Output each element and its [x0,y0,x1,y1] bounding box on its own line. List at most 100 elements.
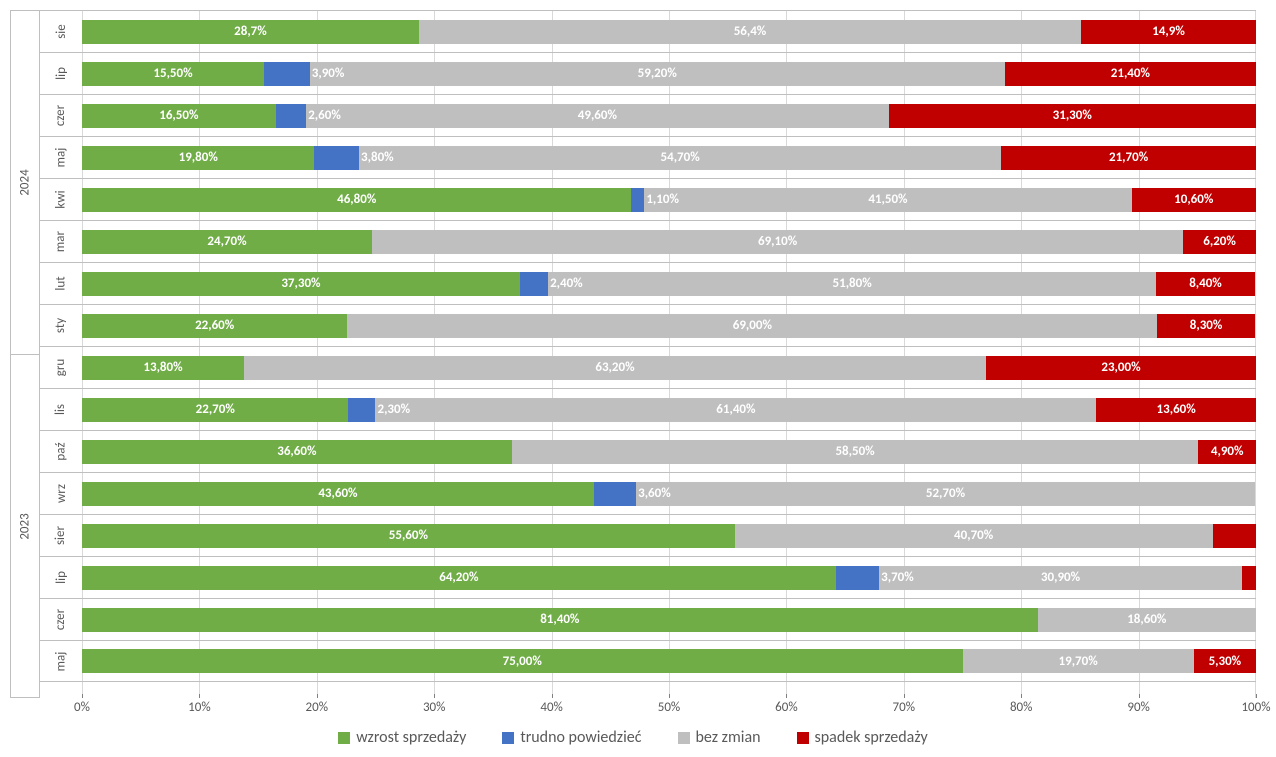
bar-segment-bez: 58,50% [512,440,1199,464]
segment-value-label: 6,20% [1203,234,1236,249]
segment-value-label: 3,60% [638,486,671,501]
bar-segment-wzrost: 24,70% [82,230,372,254]
bar: 22,60%69,00%8,30% [82,314,1256,338]
segment-value-label: 4,90% [1211,444,1244,459]
bar-segment-wzrost: 28,7% [82,20,419,44]
segment-value-label: 81,40% [540,612,579,627]
segment-value-label: 10,60% [1174,192,1213,207]
legend-swatch [678,732,690,744]
month-label-text: lut [53,276,68,290]
bar-row: 15,50%3,90%59,20%21,40% [82,52,1256,94]
x-tick-label: 80% [1010,700,1032,715]
segment-value-label: 46,80% [337,192,376,207]
bar-segment-bez: 69,00% [347,314,1157,338]
month-label-text: lis [54,404,69,415]
bar-segment-wzrost: 64,20% [82,566,836,590]
bar-row: 64,20%3,70%30,90%1,20% [82,556,1256,598]
segment-value-label: 1,20% [1258,570,1276,585]
segment-value-label: 24,70% [207,234,246,249]
month-label: maj [40,640,82,682]
bar: 81,40% 18,60% [82,608,1256,632]
year-axis: 2024 2023 [10,10,40,698]
month-label-text: paź [53,442,68,460]
month-label-text: gru [53,359,68,376]
segment-value-label: 16,50% [159,108,198,123]
segment-value-label: 69,10% [758,234,797,249]
tick-mark [1256,694,1257,698]
year-group-label: 2023 [10,354,40,698]
segment-value-label: 40,70% [954,528,993,543]
month-label: maj [40,136,82,178]
bar-segment-bez: 52,70% [636,482,1255,506]
month-label-text: kwi [54,190,69,208]
bar: 37,30% 2,40% 51,80% 8,40% [82,272,1256,296]
segment-value-label: 51,80% [833,276,872,291]
bar-segment-bez: 56,4% [419,20,1081,44]
segment-value-label: 3,70% [881,570,914,585]
bar-segment-wzrost: 37,30% [82,272,520,296]
bar-segment-trudno: 2,40% [520,272,548,296]
segment-value-label: 5,30% [1209,654,1242,669]
stacked-bar-chart: 20242023 sielipczermajkwimarlutstygrulis… [10,10,1256,747]
segment-value-label: 13,80% [143,360,182,375]
segment-value-label: 19,70% [1059,654,1098,669]
x-tick-label: 100% [1241,700,1270,715]
bar: 22,70%2,30%61,40%13,60% [82,398,1256,422]
segment-value-label: 55,60% [389,528,428,543]
month-label: lut [40,262,82,304]
tick-mark [669,694,670,698]
x-tick-label: 90% [1127,700,1149,715]
bar-segment-spadek: 23,00% [986,356,1256,380]
bar: 75,00%19,70%5,30% [82,649,1256,673]
segment-value-label: 23,00% [1101,360,1140,375]
year-label-text: 2024 [17,169,32,195]
month-label: sie [40,10,82,52]
legend-swatch [338,732,350,744]
segment-value-label: 69,00% [733,318,772,333]
tick-mark [904,694,905,698]
bar-segment-wzrost: 22,70% [82,398,348,422]
x-tick-label: 30% [423,700,445,715]
x-tick-label: 50% [658,700,680,715]
segment-value-label: 22,70% [196,402,235,417]
month-label: czer [40,598,82,640]
segment-value-label: 61,40% [716,402,755,417]
month-label-text: mar [54,231,69,252]
segment-value-label: 52,70% [926,486,965,501]
segment-value-label: 8,40% [1189,276,1222,291]
month-label-text: maj [53,651,68,671]
segment-value-label: 19,80% [179,150,218,165]
segment-value-label: 13,60% [1157,402,1196,417]
legend-item: trudno powiedzieć [502,728,641,747]
bar-segment-spadek: 3,70% [1213,524,1256,548]
segment-value-label: 18,60% [1127,612,1166,627]
bar-row: 19,80% 3,80% 54,70% 21,70% [82,136,1256,178]
month-label-text: sie [53,24,68,39]
segment-value-label: 37,30% [281,276,320,291]
legend-item: wzrost sprzedaży [338,728,466,747]
segment-value-label: 58,50% [835,444,874,459]
month-label-text: czer [54,105,69,126]
segment-value-label: 54,70% [661,150,700,165]
x-tick-label: 60% [775,700,797,715]
month-label: paź [40,430,82,472]
bar-segment-bez: 59,20% [310,62,1005,86]
bar-row: 81,40% 18,60% [82,598,1256,640]
month-label: lip [40,556,82,598]
month-label-text: lip [53,571,68,584]
tick-mark [317,694,318,698]
bar-segment-bez: 19,70% [963,649,1194,673]
bar-row: 36,60%58,50%4,90% [82,430,1256,472]
month-label-text: sier [53,526,68,545]
bar-segment-trudno: 3,80% [314,146,359,170]
month-label: kwi [40,178,82,220]
bar-segment-spadek: 31,30% [889,104,1256,128]
x-tick-label: 10% [188,700,210,715]
segment-value-label: 21,70% [1109,150,1148,165]
segment-value-label: 3,80% [361,150,394,165]
segment-value-label: 3,70% [1258,528,1276,543]
month-label-text: maj [53,148,68,168]
bar: 36,60%58,50%4,90% [82,440,1256,464]
month-label: gru [40,346,82,388]
bar-segment-spadek: 14,9% [1081,20,1256,44]
